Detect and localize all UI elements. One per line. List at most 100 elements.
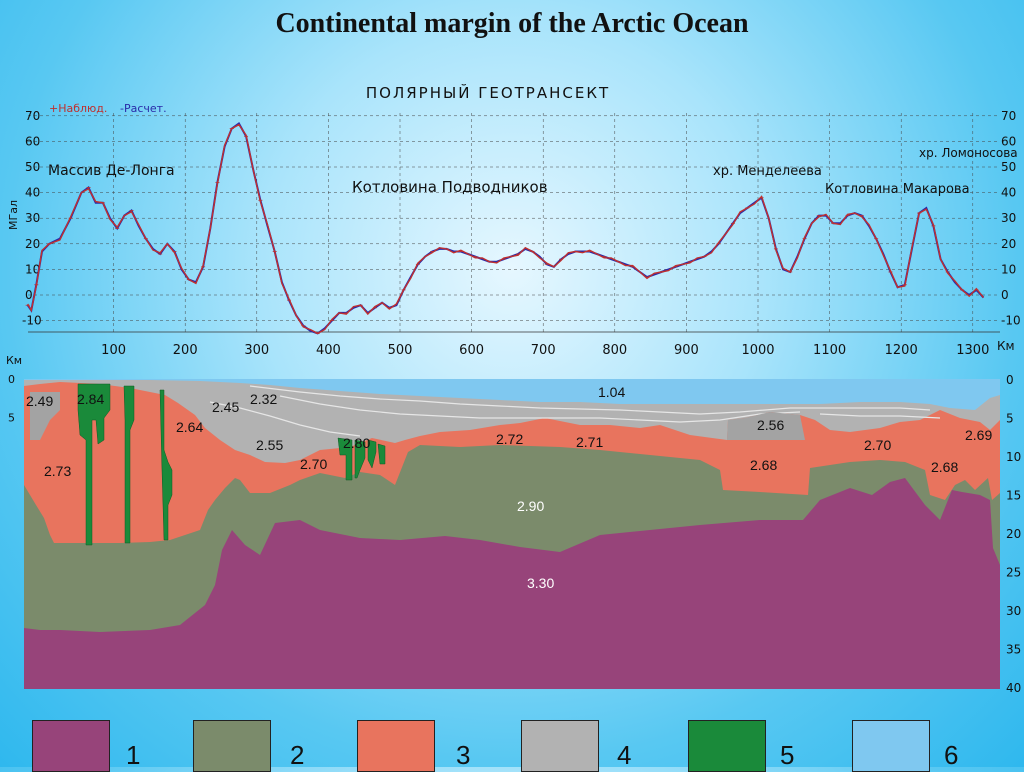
water-layer xyxy=(24,379,1000,410)
legend-observed: +Наблюд. xyxy=(49,102,107,115)
legend-calculated: -Расчет. xyxy=(120,102,167,115)
density-245: 2.45 xyxy=(212,399,239,415)
gravity-ytick-left: 0 xyxy=(25,288,33,302)
section-tick-right: 0 xyxy=(1006,373,1014,387)
gravity-ytick-right: 30 xyxy=(1001,211,1016,225)
gravity-xtick: 400 xyxy=(316,343,341,358)
gravity-xtick: 300 xyxy=(244,343,269,358)
gravity-ytick-right: 50 xyxy=(1001,160,1016,174)
legend-swatch-4 xyxy=(521,720,599,772)
calculated-gravity-curve xyxy=(26,122,985,335)
sediment-lines xyxy=(209,385,941,437)
legend-number-1: 1 xyxy=(126,740,141,770)
section-tick-right: 20 xyxy=(1006,527,1021,541)
intrusion-bodies xyxy=(77,383,386,546)
gravity-ytick-left: 10 xyxy=(25,262,40,276)
label-podvodnikov: Котловина Подводников xyxy=(352,178,548,196)
section-tick-right: 35 xyxy=(1006,643,1021,657)
label-de-long: Массив Де-Лонга xyxy=(48,163,175,179)
gravity-ytick-right: 0 xyxy=(1001,288,1009,302)
density-271: 2.71 xyxy=(576,434,603,450)
density-232: 2.32 xyxy=(250,391,277,407)
density-280: 2.80 xyxy=(343,435,370,451)
density-labels: 1.04 2.49 2.84 2.45 2.32 2.64 2.73 2.55 … xyxy=(26,384,992,591)
legend-swatch-5 xyxy=(688,720,766,772)
section-tick-right: 5 xyxy=(1006,412,1014,426)
label-lomonosov: хр. Ломоносова xyxy=(919,146,1018,160)
gravity-xtick: 200 xyxy=(173,343,198,358)
gravity-ytick-left: 30 xyxy=(25,211,40,225)
density-268a: 2.68 xyxy=(750,457,777,473)
gravity-y-ticks-right: 70 60 50 40 30 20 10 0 -10 xyxy=(1001,109,1021,328)
gravity-ytick-left: -10 xyxy=(22,314,42,328)
gravity-ytick-right: -10 xyxy=(1001,314,1021,328)
density-256: 2.56 xyxy=(757,417,784,433)
gravity-panel: ПОЛЯРНЫЙ ГЕОТРАНСЕКТ +Наблюд. -Расчет. М… xyxy=(7,83,1021,358)
section-y-unit: Км xyxy=(6,354,22,367)
gravity-grid xyxy=(28,113,1000,333)
gravity-xtick: 1100 xyxy=(813,343,846,358)
gravity-ytick-right: 70 xyxy=(1001,109,1016,123)
density-water: 1.04 xyxy=(598,384,625,400)
label-makarov: Котловина Макарова xyxy=(825,182,970,197)
gravity-ytick-left: 50 xyxy=(25,160,40,174)
section-tick-left: 5 xyxy=(8,412,15,425)
section-tick-right: 25 xyxy=(1006,566,1021,580)
gravity-xtick: 100 xyxy=(101,343,126,358)
density-284: 2.84 xyxy=(77,391,104,407)
observed-gravity-curve xyxy=(27,123,985,335)
density-249: 2.49 xyxy=(26,393,53,409)
gravity-x-ticks: 100 200 300 400 500 600 700 800 900 1000 1100 1200 1… xyxy=(101,343,989,358)
sediment-band-mendeleev xyxy=(727,412,805,440)
section-tick-right: 15 xyxy=(1006,489,1021,503)
gravity-ytick-left: 40 xyxy=(25,186,40,200)
gravity-y-ticks-left: 70 60 50 40 30 20 10 0 -10 xyxy=(22,109,42,328)
legend-number-4: 4 xyxy=(617,740,632,770)
legend-swatch-3 xyxy=(357,720,435,772)
density-269: 2.69 xyxy=(965,427,992,443)
section-depth-ticks-left: 05 xyxy=(8,373,15,425)
section-tick-right: 30 xyxy=(1006,604,1021,618)
density-270b: 2.70 xyxy=(864,437,891,453)
section-tick-right: 40 xyxy=(1006,681,1021,695)
gravity-xtick: 500 xyxy=(388,343,413,358)
gravity-y-unit: МГал xyxy=(7,200,20,230)
gravity-ytick-right: 40 xyxy=(1001,186,1016,200)
gravity-ytick-right: 20 xyxy=(1001,237,1016,251)
density-268b: 2.68 xyxy=(931,459,958,475)
density-264: 2.64 xyxy=(176,419,203,435)
legend-swatch-6 xyxy=(852,720,930,772)
legend-number-3: 3 xyxy=(456,740,471,770)
gravity-xtick: 1300 xyxy=(956,343,989,358)
density-330: 3.30 xyxy=(527,575,554,591)
legend-number-2: 2 xyxy=(290,740,305,770)
density-273: 2.73 xyxy=(44,463,71,479)
density-272: 2.72 xyxy=(496,431,523,447)
legend-swatch-2 xyxy=(193,720,271,772)
observed-gravity-points xyxy=(25,128,979,334)
density-255: 2.55 xyxy=(256,437,283,453)
gravity-x-unit: Км xyxy=(997,339,1015,353)
gravity-xtick: 600 xyxy=(459,343,484,358)
label-mendeleev: хр. Менделеева xyxy=(713,164,822,179)
crustal-section: 1.04 2.49 2.84 2.45 2.32 2.64 2.73 2.55 … xyxy=(6,354,1021,695)
section-depth-ticks-right: 0 5 10 15 20 25 30 35 40 xyxy=(1006,373,1021,695)
gravity-ytick-right: 60 xyxy=(1001,134,1016,148)
density-290: 2.90 xyxy=(517,498,544,514)
gravity-xtick: 1200 xyxy=(885,343,918,358)
gravity-ytick-right: 10 xyxy=(1001,262,1016,276)
gravity-heading: ПОЛЯРНЫЙ ГЕОТРАНСЕКТ xyxy=(366,83,610,102)
gravity-xtick: 1000 xyxy=(741,343,774,358)
gravity-ytick-left: 70 xyxy=(25,109,40,123)
legend-number-5: 5 xyxy=(780,740,795,770)
sediment-band-left xyxy=(30,392,60,440)
section-tick-right: 10 xyxy=(1006,450,1021,464)
page-title: Continental margin of the Arctic Ocean xyxy=(275,8,749,39)
gravity-xtick: 700 xyxy=(531,343,556,358)
gravity-ytick-left: 20 xyxy=(25,237,40,251)
section-tick-left: 0 xyxy=(8,373,15,386)
density-270a: 2.70 xyxy=(300,456,327,472)
legend-swatch-1 xyxy=(32,720,110,772)
gravity-ytick-left: 60 xyxy=(25,134,40,148)
